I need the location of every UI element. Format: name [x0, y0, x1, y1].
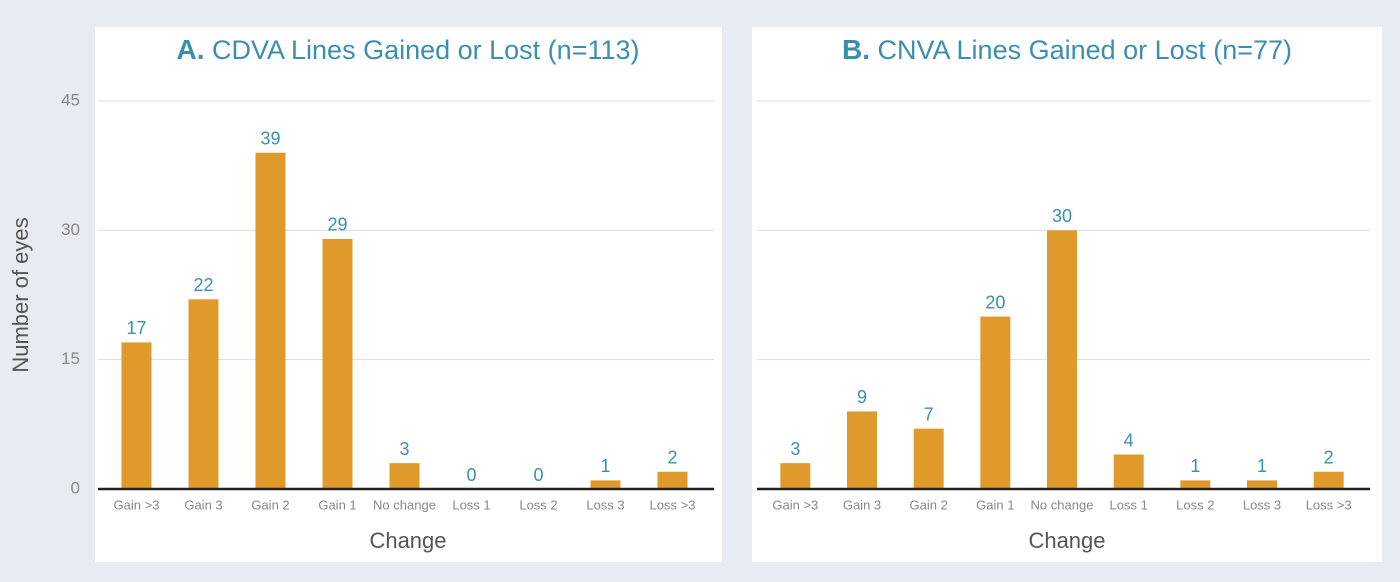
value-label: 39 — [260, 128, 280, 148]
chart-title: A. CDVA Lines Gained or Lost (n=113) — [176, 34, 639, 65]
title-gap — [870, 35, 878, 65]
x-tick-label: Gain 2 — [910, 497, 948, 512]
title-text: CNVA Lines Gained or Lost (n=77) — [878, 35, 1292, 65]
value-label: 1 — [600, 456, 610, 476]
bar — [121, 342, 152, 489]
x-axis-label: Change — [1028, 528, 1105, 553]
x-tick-label: No change — [373, 497, 436, 512]
x-tick-label: Gain 1 — [318, 497, 356, 512]
x-tick-label: Gain 2 — [251, 497, 289, 512]
bar — [980, 316, 1011, 489]
bar — [389, 463, 420, 489]
bar — [1180, 480, 1211, 489]
panel-label: A. — [176, 34, 204, 65]
value-label: 17 — [126, 318, 146, 338]
x-axis-label: Change — [369, 528, 446, 553]
value-label: 22 — [193, 275, 213, 295]
y-tick-label: 45 — [61, 90, 80, 109]
bar — [322, 238, 353, 489]
x-tick-label: Loss 2 — [519, 497, 557, 512]
value-label: 29 — [327, 215, 347, 235]
value-label: 9 — [857, 387, 867, 407]
x-tick-label: Gain 3 — [184, 497, 222, 512]
panel-label: B. — [842, 34, 870, 65]
value-label: 0 — [466, 465, 476, 485]
value-label: 2 — [667, 448, 677, 468]
chart-title: B. CNVA Lines Gained or Lost (n=77) — [842, 34, 1292, 65]
value-label: 0 — [533, 465, 543, 485]
x-tick-label: Gain >3 — [114, 497, 160, 512]
value-label: 3 — [399, 439, 409, 459]
value-label: 30 — [1052, 206, 1072, 226]
x-tick-label: No change — [1031, 497, 1094, 512]
bar — [657, 471, 688, 489]
x-tick-label: Gain >3 — [772, 497, 818, 512]
value-label: 3 — [790, 439, 800, 459]
bar — [913, 428, 944, 489]
bar — [847, 411, 877, 489]
x-tick-label: Loss 3 — [1243, 497, 1281, 512]
x-tick-label: Loss 1 — [452, 497, 490, 512]
y-tick-label: 15 — [61, 349, 80, 368]
value-label: 20 — [985, 292, 1005, 312]
x-tick-label: Loss 3 — [586, 497, 624, 512]
value-label: 1 — [1190, 456, 1200, 476]
bar — [255, 152, 286, 489]
bar — [1113, 454, 1144, 489]
x-tick-label: Gain 1 — [976, 497, 1014, 512]
bar — [1247, 480, 1277, 489]
bar — [1313, 471, 1344, 489]
x-tick-label: Loss 2 — [1176, 497, 1214, 512]
x-tick-label: Gain 3 — [843, 497, 881, 512]
title-text: CDVA Lines Gained or Lost (n=113) — [212, 35, 640, 65]
value-label: 7 — [924, 404, 934, 424]
bar — [188, 299, 219, 489]
x-tick-label: Loss >3 — [650, 497, 696, 512]
x-tick-label: Loss >3 — [1306, 497, 1352, 512]
value-label: 2 — [1324, 448, 1334, 468]
bar — [780, 463, 811, 489]
y-axis-label: Number of eyes — [8, 217, 33, 372]
y-tick-label: 30 — [61, 220, 80, 239]
x-tick-label: Loss 1 — [1110, 497, 1148, 512]
y-tick-label: 0 — [71, 478, 80, 497]
value-label: 4 — [1124, 430, 1134, 450]
title-gap — [204, 35, 212, 65]
bar — [1047, 230, 1077, 490]
value-label: 1 — [1257, 456, 1267, 476]
bar — [590, 480, 621, 489]
